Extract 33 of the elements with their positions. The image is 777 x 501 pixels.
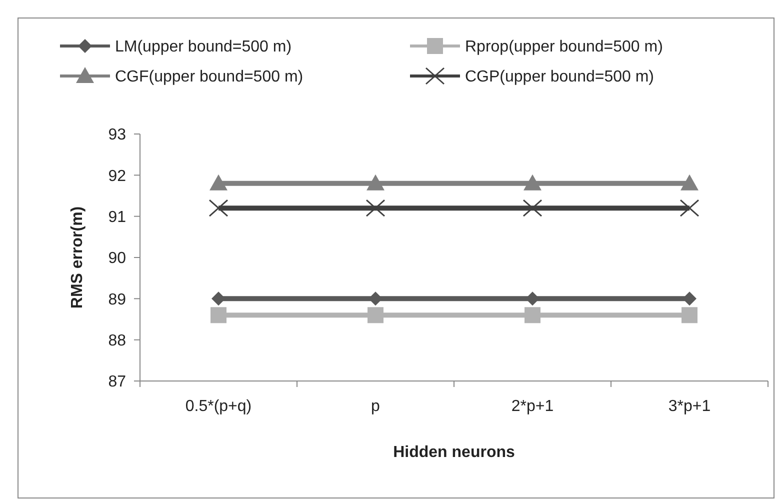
y-tick-label: 90 — [108, 250, 126, 268]
point — [524, 174, 542, 190]
x-tick-label: p — [371, 398, 380, 415]
point — [210, 307, 226, 324]
point — [682, 292, 696, 306]
y-tick-label: 87 — [108, 374, 126, 391]
y-tick-label: 92 — [108, 168, 126, 185]
legend-label: LM(upper bound=500 m) — [115, 38, 292, 56]
y-axis-title: RMS error(m) — [69, 206, 86, 309]
point — [366, 174, 384, 190]
y-tick-label: 91 — [108, 208, 126, 226]
point — [526, 292, 540, 306]
y-tick-label: 93 — [108, 126, 126, 144]
x-tick-label: 2*p+1 — [511, 398, 554, 415]
point — [682, 307, 698, 324]
x-tick-label: 3*p+1 — [668, 398, 711, 415]
legend-label: Rprop(upper bound=500 m) — [465, 38, 663, 56]
point — [366, 199, 386, 217]
point — [208, 199, 228, 217]
point — [368, 307, 384, 324]
point — [680, 174, 698, 190]
x-axis-title: Hidden neurons — [393, 444, 515, 461]
point — [368, 292, 382, 306]
y-tick-label: 89 — [108, 291, 126, 308]
y-tick-label: 88 — [108, 332, 126, 350]
point — [522, 199, 542, 217]
point — [212, 292, 226, 306]
point — [210, 174, 228, 190]
legend-label: CGF(upper bound=500 m) — [115, 68, 304, 86]
point — [680, 199, 700, 217]
point — [524, 307, 540, 324]
legend-label: CGP(upper bound=500 m) — [465, 68, 654, 86]
x-tick-label: 0.5*(p+q) — [185, 398, 252, 415]
